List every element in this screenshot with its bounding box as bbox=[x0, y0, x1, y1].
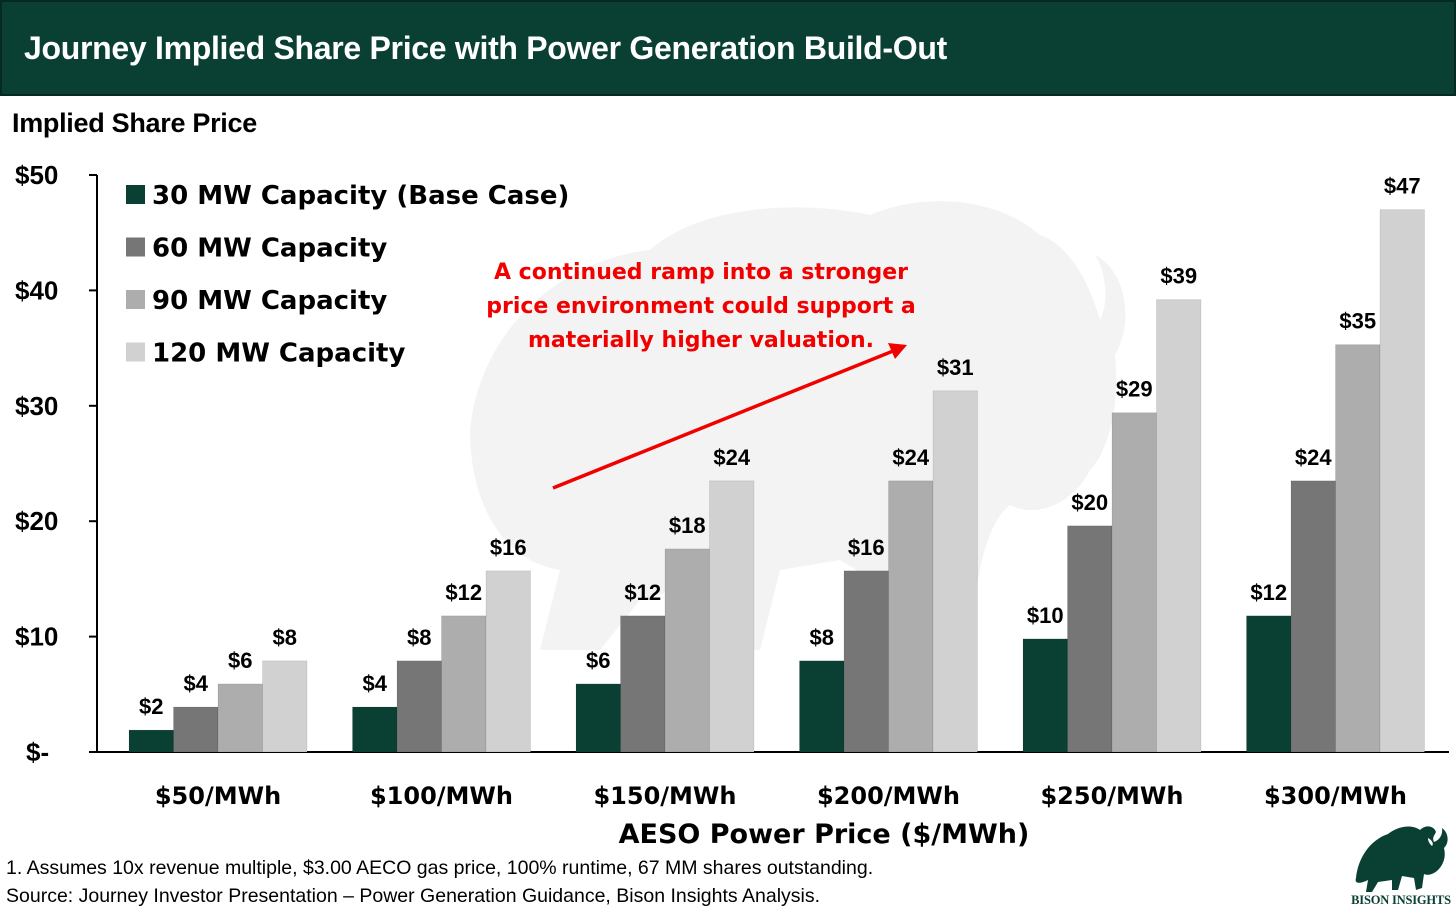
y-tick-label: $30 bbox=[15, 391, 58, 421]
bar bbox=[173, 706, 219, 753]
bar-value-label: $8 bbox=[810, 625, 834, 650]
logo-text: BISON INSIGHTS bbox=[1351, 893, 1451, 907]
bar-value-label: $29 bbox=[1116, 377, 1153, 402]
bar bbox=[620, 615, 666, 753]
bar bbox=[1111, 412, 1157, 753]
bar-value-label: $39 bbox=[1160, 264, 1197, 289]
x-axis-title: AESO Power Price ($/MWh) bbox=[619, 819, 1030, 850]
legend-label: 120 MW Capacity bbox=[152, 339, 405, 369]
y-tick-label: $40 bbox=[15, 275, 58, 305]
bar-value-label: $8 bbox=[407, 625, 431, 650]
annotation-line: materially higher valuation. bbox=[528, 328, 874, 353]
bar-value-label: $35 bbox=[1339, 309, 1376, 334]
bar bbox=[664, 548, 710, 753]
annotation-text: A continued ramp into a stronger price e… bbox=[446, 256, 956, 358]
bar-value-label: $6 bbox=[228, 648, 252, 673]
bar bbox=[352, 706, 398, 753]
arrow-head-icon bbox=[888, 343, 907, 359]
legend-label: 30 MW Capacity (Base Case) bbox=[152, 181, 569, 211]
bar-value-label: $24 bbox=[1295, 445, 1332, 470]
bars bbox=[128, 209, 1425, 753]
x-tick-label: $200/MWh bbox=[817, 782, 960, 810]
legend-swatch bbox=[126, 290, 145, 309]
bar-value-label: $4 bbox=[184, 671, 209, 696]
annotation-line: price environment could support a bbox=[486, 294, 916, 319]
bar bbox=[441, 615, 487, 753]
footnote-assumptions: 1. Assumes 10x revenue multiple, $3.00 A… bbox=[6, 857, 874, 879]
bar bbox=[843, 570, 889, 753]
bar bbox=[396, 660, 442, 753]
bar-value-label: $6 bbox=[586, 648, 610, 673]
bison-icon bbox=[1355, 826, 1448, 892]
x-tick-label: $250/MWh bbox=[1040, 782, 1183, 810]
bar-value-label: $16 bbox=[848, 535, 885, 560]
y-axis-title: Implied Share Price bbox=[12, 108, 257, 138]
bar bbox=[799, 660, 845, 753]
data-labels: $2 $4 $6 $8 $50/MWh $4 $8 $12 $16 $100/MWh $6 $12 $1… bbox=[139, 174, 1421, 810]
bar-value-label: $24 bbox=[892, 445, 929, 470]
bar-value-label: $16 bbox=[490, 535, 527, 560]
title-bar: Journey Implied Share Price with Power G… bbox=[0, 0, 1456, 96]
bar bbox=[128, 729, 174, 753]
bar bbox=[888, 480, 934, 753]
bar bbox=[262, 660, 308, 753]
bar bbox=[1335, 344, 1381, 753]
annotation-line: A continued ramp into a stronger bbox=[494, 260, 908, 285]
y-tick-label: $20 bbox=[15, 506, 58, 536]
annotation-arrow bbox=[552, 343, 907, 490]
x-tick-label: $300/MWh bbox=[1264, 782, 1407, 810]
bar-value-label: $24 bbox=[713, 445, 750, 470]
bar-value-label: $31 bbox=[937, 355, 974, 380]
y-tick-label: $10 bbox=[15, 622, 58, 652]
legend-swatch bbox=[126, 342, 145, 362]
footnote-source: Source: Journey Investor Presentation – … bbox=[6, 885, 821, 907]
bar bbox=[709, 480, 755, 753]
x-tick-label: $150/MWh bbox=[593, 782, 736, 810]
bar bbox=[485, 570, 531, 753]
bar bbox=[1156, 299, 1202, 753]
bar-value-label: $47 bbox=[1384, 174, 1421, 199]
bar bbox=[1022, 638, 1068, 753]
legend-swatch bbox=[126, 185, 145, 204]
bar-value-label: $20 bbox=[1071, 490, 1108, 515]
bar bbox=[932, 390, 978, 753]
bar bbox=[575, 683, 621, 753]
bar bbox=[1379, 209, 1425, 753]
bar-value-label: $4 bbox=[363, 671, 388, 696]
x-tick-label: $50/MWh bbox=[155, 782, 281, 810]
legend-label: 90 MW Capacity bbox=[152, 286, 387, 316]
bar-value-label: $18 bbox=[669, 513, 706, 538]
x-tick-label: $100/MWh bbox=[370, 782, 513, 810]
axes: $- $10 $20 $30 $40 $50 bbox=[15, 160, 1449, 767]
bar bbox=[1067, 525, 1113, 753]
y-tick-label: $- bbox=[26, 737, 49, 767]
bar bbox=[217, 683, 263, 753]
legend-swatch bbox=[126, 237, 145, 257]
chart-title: Journey Implied Share Price with Power G… bbox=[24, 30, 947, 66]
bar-value-label: $8 bbox=[273, 625, 297, 650]
legend: 30 MW Capacity (Base Case) 60 MW Capacity… bbox=[126, 181, 569, 369]
bar-value-label: $10 bbox=[1027, 603, 1064, 628]
bar-value-label: $12 bbox=[1250, 580, 1287, 605]
bar-value-label: $12 bbox=[445, 580, 482, 605]
bar-value-label: $12 bbox=[624, 580, 661, 605]
arrow-line bbox=[552, 349, 894, 490]
bar bbox=[1246, 615, 1292, 753]
bar-value-label: $2 bbox=[139, 694, 163, 719]
y-tick-label: $50 bbox=[15, 160, 58, 190]
bar bbox=[1290, 480, 1336, 753]
legend-label: 60 MW Capacity bbox=[152, 234, 387, 264]
